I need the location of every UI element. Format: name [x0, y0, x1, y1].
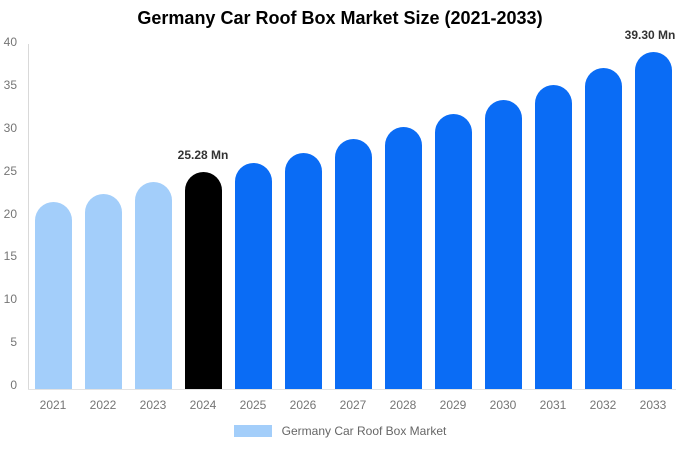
x-axis-tick-label: 2030	[489, 398, 517, 412]
bar-2027	[334, 138, 372, 389]
bar-2032	[584, 68, 622, 389]
bar-2028	[384, 126, 422, 389]
x-axis-tick-label: 2024	[189, 398, 217, 412]
bar-2033	[634, 52, 672, 389]
x-axis-tick-label: 2026	[289, 398, 317, 412]
x-axis-tick-label: 2023	[139, 398, 167, 412]
x-axis-tick-label: 2028	[389, 398, 417, 412]
y-axis-tick-label: 20	[3, 206, 17, 221]
bar-2025	[234, 163, 272, 389]
legend-swatch	[233, 425, 272, 437]
bar-2031	[534, 84, 572, 389]
data-label-2033: 39.30 Mn	[624, 28, 676, 42]
y-axis-tick-label: 35	[3, 77, 17, 92]
bar-2021	[34, 202, 72, 389]
bar-2023	[134, 182, 172, 389]
legend: Germany Car Roof Box Market	[0, 424, 680, 438]
y-axis-tick-label: 30	[3, 120, 17, 135]
x-axis-tick-label: 2029	[439, 398, 467, 412]
bar-2026	[284, 153, 322, 389]
y-axis-tick-label: 0	[10, 378, 17, 392]
data-label-2024: 25.28 Mn	[177, 148, 229, 163]
y-axis-tick-label: 5	[10, 335, 17, 350]
bar-2022	[84, 194, 122, 389]
x-axis-line	[28, 389, 676, 390]
chart-title: Germany Car Roof Box Market Size (2021-2…	[137, 8, 543, 28]
y-axis-tick-label: 40	[3, 35, 17, 49]
legend-label: Germany Car Roof Box Market	[281, 424, 447, 438]
y-axis-tick-label: 25	[3, 163, 17, 178]
y-axis-tick-label: 15	[3, 249, 17, 264]
x-axis-tick-label: 2021	[39, 398, 67, 412]
x-axis-tick-label: 2022	[89, 398, 117, 412]
y-axis-line	[28, 44, 29, 389]
bar-2029	[434, 113, 472, 389]
x-axis-tick-label: 2027	[339, 398, 367, 412]
bar-2024	[184, 172, 222, 389]
x-axis-tick-label: 2033	[639, 398, 667, 412]
x-axis-tick-label: 2032	[589, 398, 617, 412]
y-axis-tick-label: 10	[3, 292, 17, 307]
x-axis-tick-label: 2025	[239, 398, 267, 412]
x-axis-tick-label: 2031	[539, 398, 567, 412]
bar-2030	[484, 100, 522, 389]
